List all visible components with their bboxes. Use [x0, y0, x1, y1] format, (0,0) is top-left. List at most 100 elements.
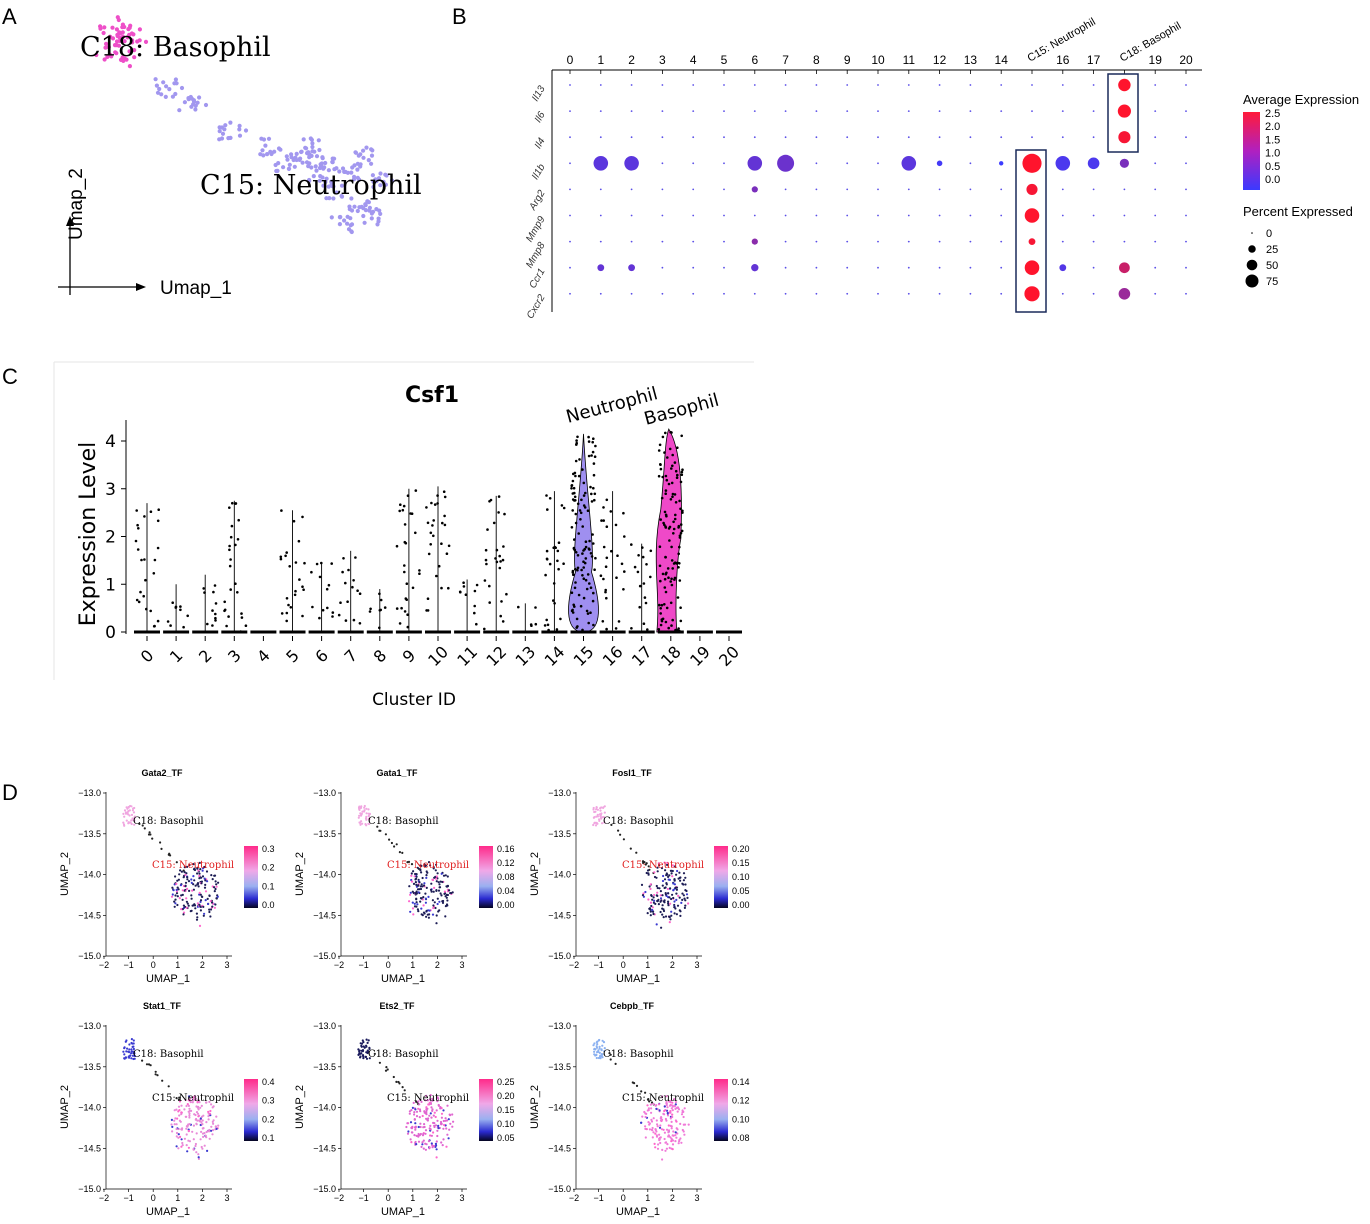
tf-umap-point [422, 1139, 425, 1142]
tf-umap-point [434, 1142, 437, 1145]
violin-point [666, 567, 670, 570]
violin-x-tick-label: 11 [453, 642, 481, 670]
tf-umap-point [178, 1114, 181, 1117]
umap-a-x-arrowhead [136, 283, 146, 291]
tf-umap-point [129, 804, 132, 808]
tf-umap-point [669, 918, 672, 921]
violin-point [664, 513, 668, 517]
tf-umap-point [415, 1110, 419, 1113]
dotplot-x-tick-label: 14 [995, 53, 1009, 67]
tf-umap-point [428, 909, 431, 912]
violin-point [346, 600, 349, 603]
violin-point [186, 614, 189, 618]
tf-umap-point [434, 1124, 438, 1127]
tf-umap-point [436, 872, 439, 875]
dotplot-dot [1154, 84, 1157, 86]
tf-umap-point [130, 813, 134, 817]
violin-point [592, 437, 595, 441]
tf-umap-point [379, 829, 382, 832]
tf-umap-point [417, 891, 420, 894]
umap-a-point [311, 174, 316, 179]
tf-umap-point [644, 1091, 647, 1094]
tf-umap-point [408, 885, 411, 888]
violin-point [584, 491, 587, 495]
violin-point [673, 517, 677, 521]
tf-umap-point [185, 1144, 188, 1147]
dotplot-x-tick-label: 1 [597, 53, 604, 67]
violin-zero-points [279, 630, 306, 634]
violin-point [552, 582, 556, 585]
tf-umap-point [660, 899, 663, 902]
tf-umap-colorbar-tick: 0.10 [497, 1119, 515, 1129]
tf-umap-point [421, 1143, 424, 1146]
violin-point [657, 628, 661, 631]
tf-umap-point [180, 1111, 183, 1114]
tf-umap-point [425, 910, 428, 913]
tf-umap-point [654, 1132, 657, 1135]
violin-point [660, 496, 664, 500]
dotplot-dot [1154, 110, 1157, 112]
umap-a-point [371, 209, 376, 214]
tf-umap-point [670, 872, 673, 875]
violin-point [279, 557, 283, 561]
tf-umap-point [669, 1124, 672, 1127]
tf-umap-point [414, 1128, 417, 1131]
tf-umap-point [421, 1114, 424, 1118]
violin-point [671, 453, 674, 457]
tf-umap-point [661, 907, 664, 910]
violin-point [351, 585, 354, 589]
violin-point [678, 536, 682, 539]
tf-umap-point [655, 894, 658, 897]
umap-a-point [237, 123, 242, 128]
tf-umap-point [684, 899, 687, 902]
tf-umap-point [175, 1131, 179, 1135]
dotplot-gene-label: Cxcr2 [525, 292, 548, 320]
tf-umap-point [199, 1123, 202, 1127]
tf-umap-point [424, 901, 427, 904]
tf-umap-point [191, 1130, 194, 1133]
tf-umap-point [198, 903, 201, 906]
violin-point [137, 527, 140, 530]
violin-point [404, 597, 408, 600]
legend-avg-expr-tick: 0.0 [1265, 174, 1280, 186]
umap-a-point [132, 55, 137, 60]
umap-panel-a: Umap_1 Umap_2 C18: Basophil C15: Neutrop… [58, 15, 422, 299]
tf-umap-point [176, 879, 179, 882]
tf-umap-point [418, 1103, 421, 1106]
umap-a-point [122, 39, 127, 44]
umap-a-point [350, 165, 355, 170]
violin-point [576, 502, 580, 506]
dotplot-dot [815, 110, 818, 112]
tf-umap-ylabel: UMAP_2 [529, 852, 541, 896]
violin-point [426, 521, 430, 525]
violin-title: Csf1 [405, 383, 459, 408]
tf-umap-colorbar-tick: 0.12 [732, 1096, 750, 1106]
tf-umap-y-tick-label: −13.5 [548, 1062, 571, 1072]
tf-umap-point [407, 860, 411, 864]
tf-umap-point [392, 1075, 395, 1079]
tf-umap-xlabel: UMAP_1 [381, 1206, 425, 1218]
tf-umap-point [439, 1107, 442, 1110]
violin-point [440, 542, 443, 545]
dotplot-gene-label: Il4 [533, 136, 548, 151]
tf-umap-y-tick-label: −14.5 [313, 1143, 336, 1153]
tf-umap-y-tick-label: −14.5 [313, 910, 336, 920]
tf-umap-point [651, 908, 654, 912]
tf-umap-neutrophil-label: C15: Neutrophil [622, 860, 704, 871]
violin-point [378, 626, 381, 630]
tf-umap-point [205, 870, 209, 873]
tf-umap-point [171, 893, 174, 896]
tf-umap-point [192, 883, 195, 886]
tf-umap-point [368, 812, 371, 816]
violin-point [326, 606, 329, 610]
tf-umap-point [674, 1134, 677, 1137]
dotplot-dot [846, 110, 849, 112]
legend-size-dot [1245, 274, 1259, 288]
violin-point [669, 580, 672, 583]
dotplot-dot [630, 292, 633, 295]
violin-point [670, 577, 673, 581]
violin-point [574, 512, 578, 516]
violin-point [368, 610, 372, 613]
tf-umap-point [367, 1050, 370, 1054]
tf-umap-point [420, 864, 423, 868]
